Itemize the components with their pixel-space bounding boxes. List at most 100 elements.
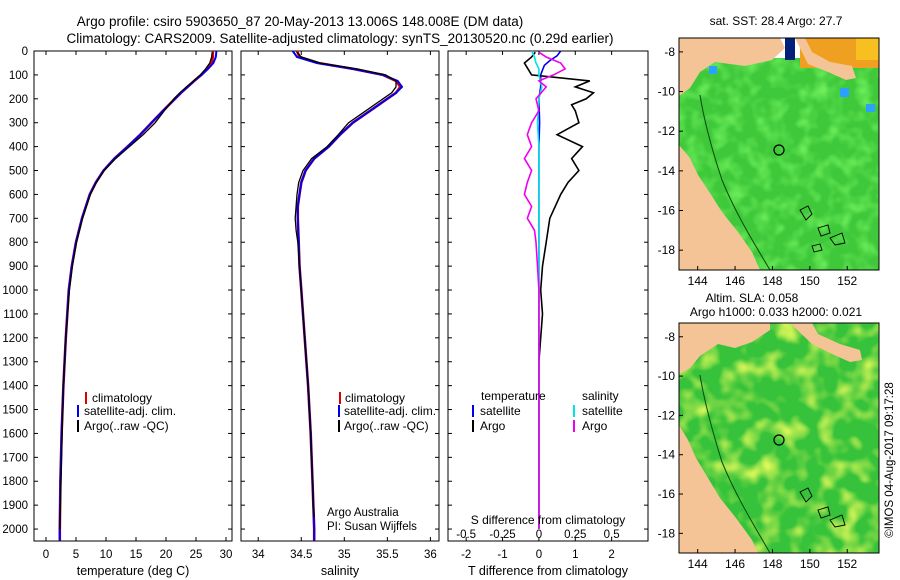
temperature-profile-panel: 0 5 10 15 20 25 30 bbox=[34, 50, 232, 561]
depth-tick-label: 900 bbox=[9, 261, 28, 273]
x-tick-label: 15 bbox=[130, 549, 143, 561]
x-tick-label: -2 bbox=[461, 549, 471, 561]
salinity-legend: climatology satellite-adj. clim. Argo(..… bbox=[338, 391, 436, 433]
x-tick-label: 20 bbox=[160, 549, 173, 561]
x-tick-label: 36 bbox=[424, 549, 437, 561]
x-tick-label: 5 bbox=[73, 549, 79, 561]
sst-map bbox=[679, 38, 879, 270]
map-y-tick-label: -12 bbox=[658, 124, 676, 138]
x-tick-label: 10 bbox=[100, 549, 113, 561]
x-tick-label: 34.5 bbox=[290, 549, 312, 561]
depth-axis: 0 100 200 300 400 500 600 700 800 900 1000 1100 1200… bbox=[2, 46, 28, 536]
x-tick-label: 0 bbox=[536, 549, 542, 561]
temperature-legend: climatology satellite-adj. clim. Argo(..… bbox=[77, 391, 176, 433]
legend-salinity-header: salinity bbox=[582, 389, 619, 403]
sst-map-ticks: 144 146 148 150 152 -8 -10 -12 -14 -16 -18 bbox=[658, 45, 858, 288]
series-line-satellite-adj-clim- bbox=[58, 50, 218, 541]
map-y-tick-label: -16 bbox=[658, 204, 676, 218]
map-y-tick-label: -14 bbox=[658, 448, 676, 462]
x-tick-label: 25 bbox=[190, 549, 203, 561]
map-x-tick-label: 146 bbox=[725, 557, 745, 571]
top-tick-label: -0.25 bbox=[489, 529, 515, 541]
series-line-temperature-satellite bbox=[538, 50, 562, 529]
depth-tick-label: 300 bbox=[9, 118, 28, 130]
map-y-tick-label: -14 bbox=[658, 164, 676, 178]
difference-top-xlabel: S difference from climatology bbox=[471, 513, 626, 527]
imos-timestamp: ©IMOS 04-Aug-2017 09:17:28 bbox=[884, 382, 896, 538]
pi-annotation: PI: Susan Wijffels bbox=[327, 521, 417, 533]
legend-satellite-label: satellite-adj. clim. bbox=[84, 404, 176, 418]
x-tick-label: 1 bbox=[572, 549, 578, 561]
depth-tick-label: 800 bbox=[9, 237, 28, 249]
map-x-tick-label: 146 bbox=[725, 274, 745, 288]
depth-tick-label: 700 bbox=[9, 213, 28, 225]
sst-map-blue-patch bbox=[785, 38, 795, 60]
temperature-panel-frame bbox=[33, 50, 233, 542]
sst-map-land-east bbox=[795, 38, 856, 80]
depth-tick-label: 1500 bbox=[2, 405, 28, 417]
sla-map-shelf-line bbox=[699, 374, 771, 553]
series-line-argo-raw-qc- bbox=[294, 51, 397, 518]
legend-argo-label: Argo(..raw -QC) bbox=[344, 419, 429, 433]
map-x-tick-label: 150 bbox=[800, 274, 820, 288]
depth-tick-label: 1400 bbox=[2, 381, 28, 393]
legend-climatology-label: climatology bbox=[92, 391, 152, 405]
temperature-xlabel: temperature (deg C) bbox=[77, 564, 190, 578]
difference-legend: temperature salinity satellite Argo sate… bbox=[472, 389, 623, 433]
depth-tick-label: 1100 bbox=[3, 309, 28, 321]
depth-tick-label: 100 bbox=[9, 70, 28, 82]
map-y-tick-label: -8 bbox=[664, 45, 675, 59]
map-y-tick-label: -10 bbox=[658, 85, 676, 99]
map-x-tick-label: 148 bbox=[762, 274, 782, 288]
legend-argo-label: Argo(..raw -QC) bbox=[84, 419, 169, 433]
depth-tick-label: 1000 bbox=[2, 285, 28, 297]
map-y-tick-label: -10 bbox=[658, 369, 676, 383]
sla-map-title-line2: Argo h1000: 0.033 h2000: 0.021 bbox=[690, 305, 862, 319]
sst-map-cyan-patch2 bbox=[840, 88, 849, 97]
sst-map-cyan-patch3 bbox=[866, 104, 875, 112]
series-line-argo-raw-qc- bbox=[59, 52, 213, 530]
map-x-tick-label: 152 bbox=[837, 557, 857, 571]
depth-tick-label: 0 bbox=[22, 46, 28, 58]
series-line-temperature-argo bbox=[523, 51, 596, 529]
institution-annotation: Argo Australia bbox=[327, 507, 399, 519]
sla-map bbox=[679, 323, 879, 553]
depth-tick-label: 2000 bbox=[2, 524, 28, 536]
sla-map-title-line1: Altim. SLA: 0.058 bbox=[706, 291, 799, 305]
legend-temperature-header: temperature bbox=[481, 389, 546, 403]
map-y-tick-label: -18 bbox=[658, 526, 676, 540]
legend-t-satellite-label: satellite bbox=[480, 404, 521, 418]
sla-map-land-east bbox=[790, 323, 862, 362]
map-x-tick-label: 152 bbox=[837, 274, 857, 288]
depth-tick-label: 1800 bbox=[2, 476, 28, 488]
legend-t-argo-label: Argo bbox=[480, 419, 506, 433]
salinity-profile-panel: 34 34.5 35 35.5 36 bbox=[241, 50, 439, 561]
sla-argo-position-marker bbox=[773, 434, 785, 446]
x-tick-label: 2 bbox=[608, 549, 614, 561]
sst-argo-position-marker bbox=[773, 144, 785, 156]
depth-tick-label: 400 bbox=[9, 142, 28, 154]
map-y-tick-label: -12 bbox=[658, 408, 676, 422]
map-y-tick-label: -8 bbox=[664, 330, 675, 344]
map-x-tick-label: 144 bbox=[688, 274, 708, 288]
sst-map-orange-patch2 bbox=[856, 38, 879, 60]
depth-tick-label: 1900 bbox=[2, 500, 28, 512]
x-tick-label: 34 bbox=[252, 549, 265, 561]
sla-map-ticks: 144 146 148 150 152 -8 -10 -12 -14 -16 -18 bbox=[658, 330, 858, 571]
depth-tick-label: 1600 bbox=[2, 428, 28, 440]
legend-s-satellite-label: satellite bbox=[582, 404, 623, 418]
figure-title-line1: Argo profile: csiro 5903650_87 20-May-20… bbox=[77, 14, 524, 29]
sst-map-reef-1 bbox=[799, 205, 846, 253]
sst-map-frame bbox=[678, 37, 880, 271]
salinity-xlabel: salinity bbox=[321, 564, 360, 578]
legend-s-argo-label: Argo bbox=[582, 419, 608, 433]
top-tick-label: 0.25 bbox=[564, 529, 586, 541]
map-x-tick-label: 144 bbox=[688, 557, 708, 571]
top-tick-label: -0.5 bbox=[456, 529, 476, 541]
depth-tick-label: 200 bbox=[9, 94, 28, 106]
difference-xlabel: T difference from climatology bbox=[468, 564, 629, 578]
sst-map-land-north bbox=[679, 38, 785, 96]
sla-map-reef-1 bbox=[799, 487, 846, 528]
top-tick-label: 0 bbox=[536, 529, 542, 541]
